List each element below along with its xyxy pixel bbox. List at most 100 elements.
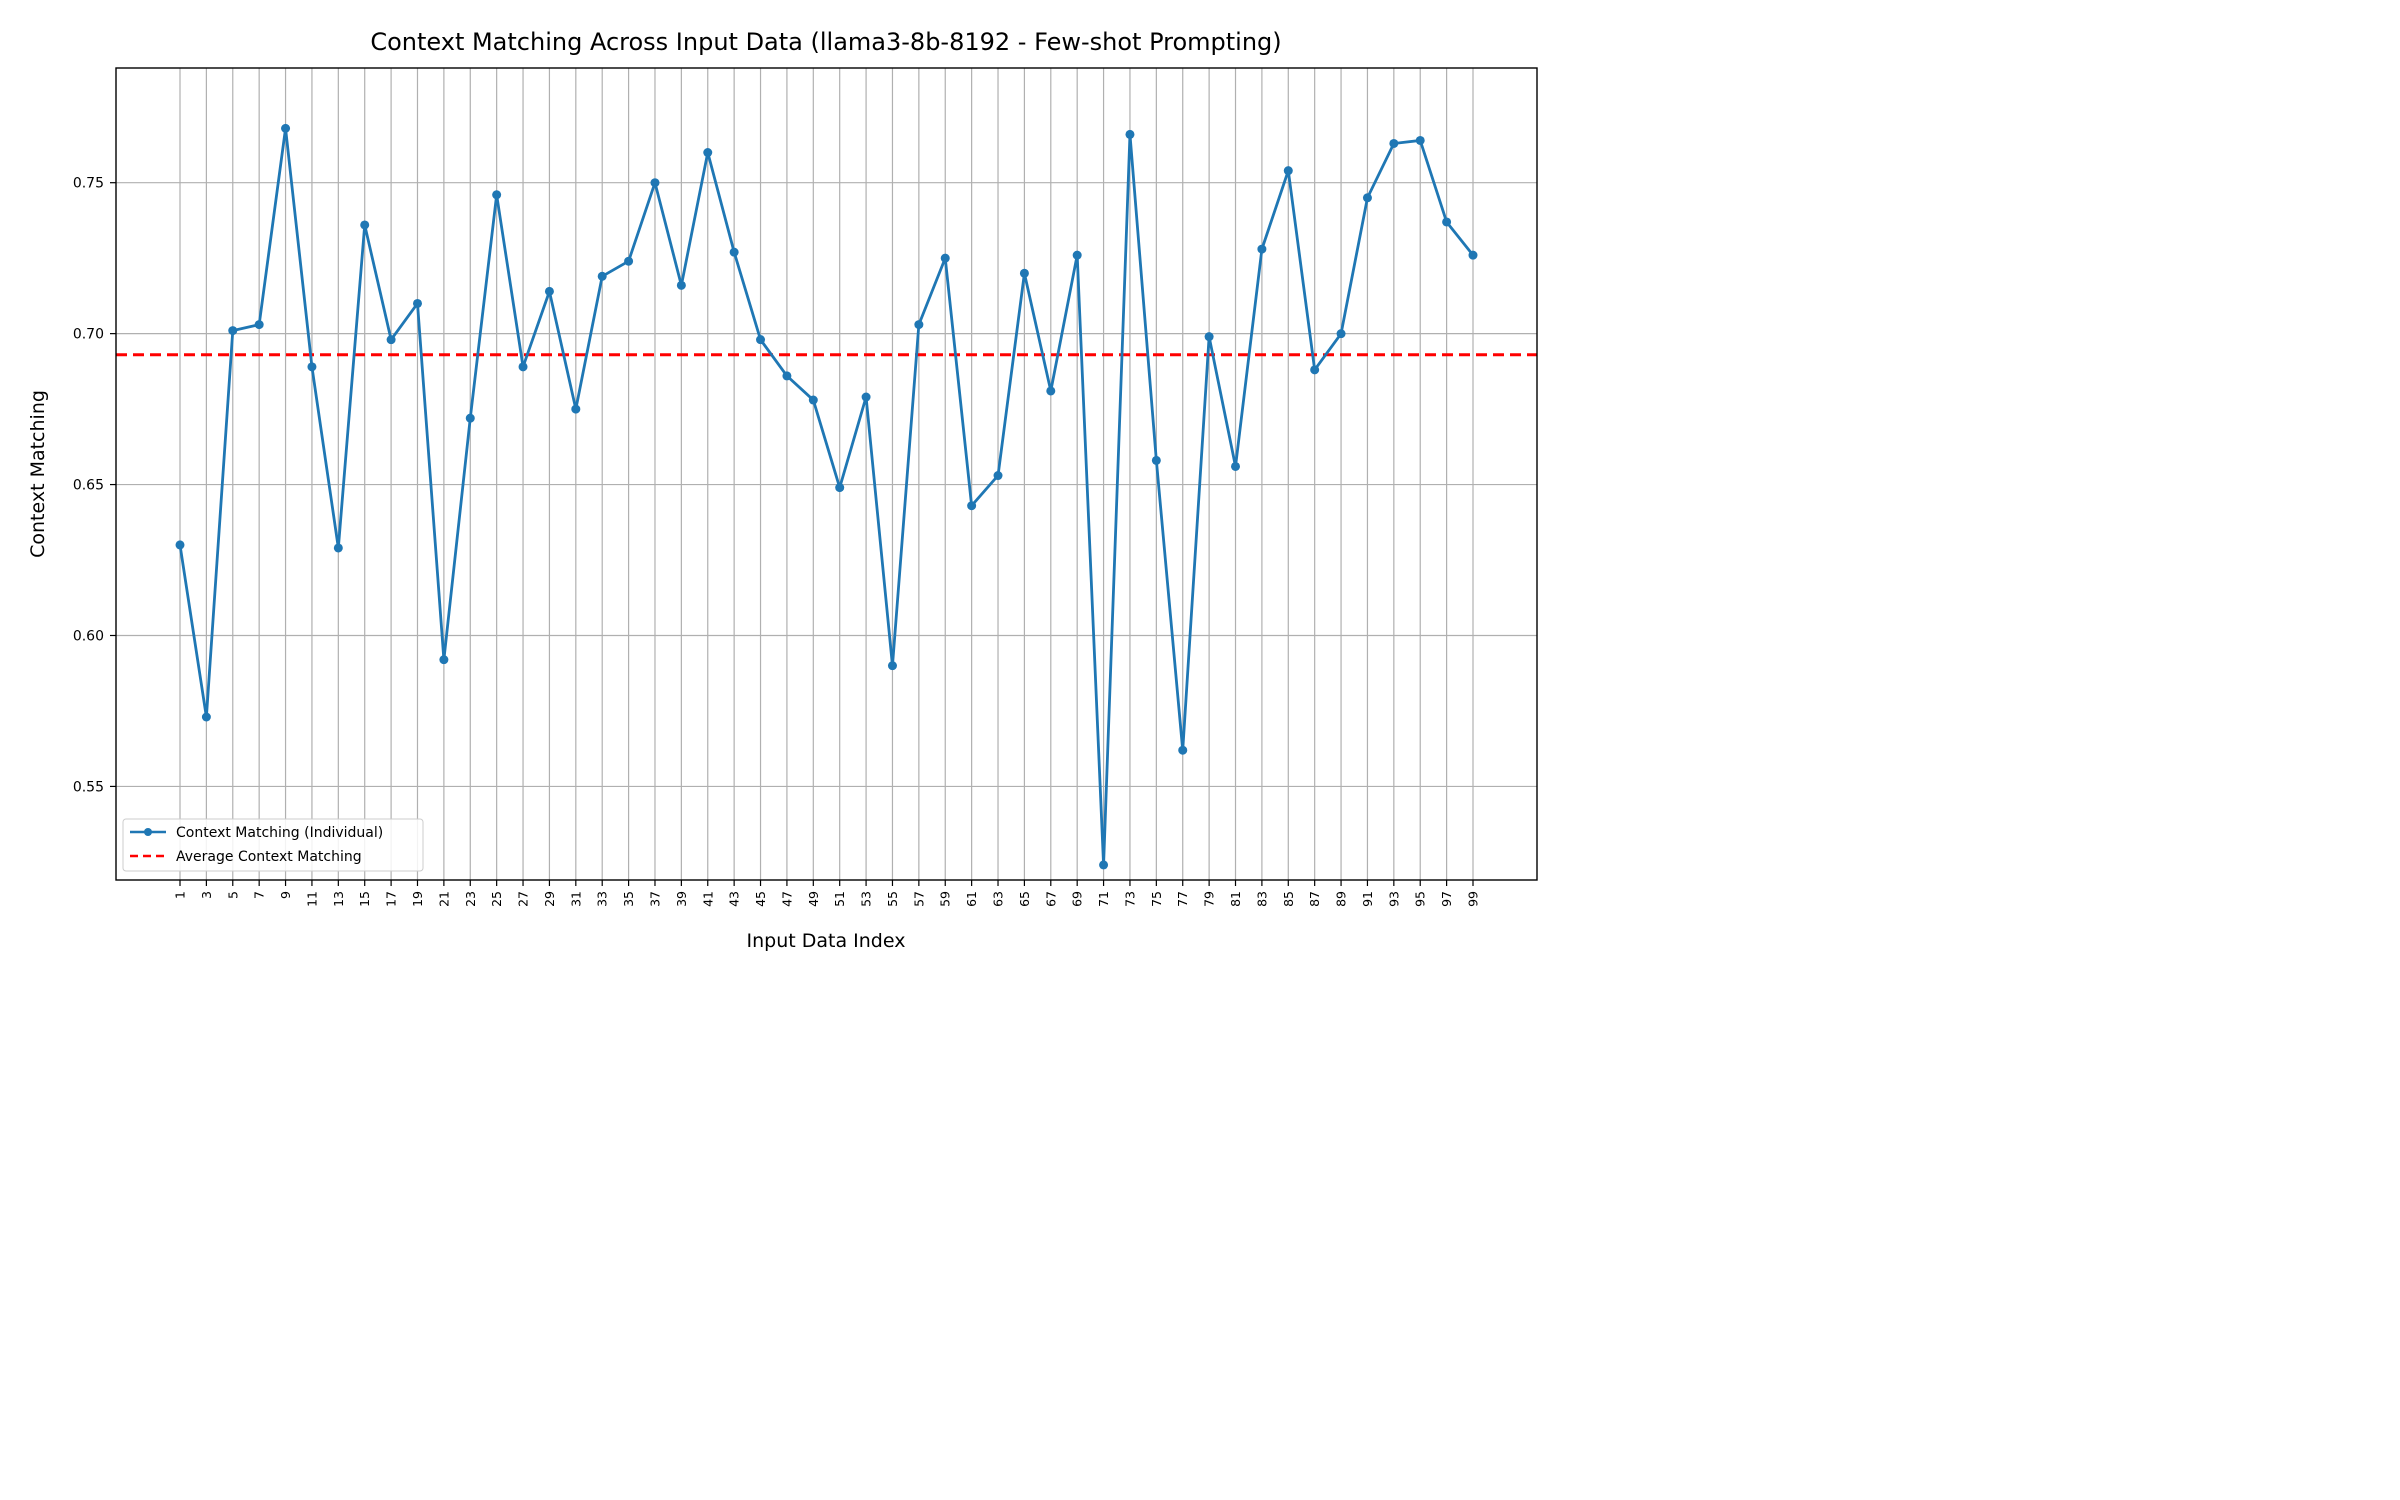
data-point [1442, 217, 1452, 227]
y-tick-label: 0.55 [73, 779, 104, 795]
data-point [1046, 386, 1056, 396]
data-point [1125, 129, 1135, 139]
data-point [1468, 250, 1478, 260]
x-tick-label: 61 [964, 891, 979, 907]
x-tick-label: 85 [1281, 891, 1296, 907]
x-tick-label: 87 [1307, 891, 1322, 907]
data-point [1415, 135, 1425, 145]
data-point [571, 404, 581, 414]
x-tick-label: 1 [173, 891, 188, 899]
x-tick-label: 69 [1070, 891, 1085, 907]
data-point [624, 256, 634, 266]
data-point [782, 371, 792, 381]
data-point [465, 413, 475, 423]
data-point [1310, 365, 1320, 375]
x-tick-label: 39 [674, 891, 689, 907]
plot-frame [115, 67, 1538, 881]
x-tick-label: 43 [727, 891, 742, 907]
chart-title: Context Matching Across Input Data (llam… [370, 28, 1281, 56]
data-point [307, 362, 317, 372]
data-point [518, 362, 528, 372]
x-tick-label: 25 [489, 891, 504, 907]
x-tick-label: 33 [595, 891, 610, 907]
x-tick-label: 29 [542, 891, 557, 907]
x-tick-label: 83 [1254, 891, 1269, 907]
x-tick-label: 15 [357, 891, 372, 907]
x-tick-label: 5 [225, 891, 240, 899]
data-point [386, 335, 396, 345]
x-tick-label: 99 [1466, 891, 1481, 907]
data-point [993, 471, 1003, 481]
x-tick-label: 35 [621, 891, 636, 907]
x-tick-label: 91 [1360, 891, 1375, 907]
y-tick-label: 0.70 [73, 327, 104, 343]
legend-label-individual: Context Matching (Individual) [176, 825, 383, 841]
data-point [729, 247, 739, 257]
data-point [281, 123, 291, 133]
y-axis-label: Context Matching [27, 390, 49, 558]
x-tick-label: 47 [779, 891, 794, 907]
data-point [1151, 455, 1161, 465]
legend-marker-individual [144, 828, 152, 836]
x-tick-label: 53 [859, 891, 874, 907]
data-point [1072, 250, 1082, 260]
x-tick-label: 95 [1413, 891, 1428, 907]
data-point [1019, 268, 1029, 278]
x-tick-label: 21 [436, 891, 451, 907]
x-tick-label: 13 [331, 891, 346, 907]
x-tick-label: 3 [199, 891, 214, 899]
data-point [861, 392, 871, 402]
data-point [254, 320, 264, 330]
data-point [835, 483, 845, 493]
data-point [597, 271, 607, 281]
x-tick-label: 17 [384, 891, 399, 907]
data-point [650, 178, 660, 188]
x-tick-label: 51 [832, 891, 847, 907]
x-tick-label: 77 [1175, 891, 1190, 907]
x-tick-label: 97 [1439, 891, 1454, 907]
legend-box [122, 818, 424, 872]
x-tick-label: 79 [1202, 891, 1217, 907]
x-tick-label: 71 [1096, 891, 1111, 907]
x-tick-label: 49 [806, 891, 821, 907]
x-tick-label: 89 [1334, 891, 1349, 907]
data-point [360, 220, 370, 230]
data-point [756, 335, 766, 345]
x-tick-label: 81 [1228, 891, 1243, 907]
y-tick-label: 0.60 [73, 628, 104, 644]
data-point [412, 298, 422, 308]
x-tick-label: 73 [1122, 891, 1137, 907]
data-point [1283, 166, 1293, 176]
x-tick-label: 59 [938, 891, 953, 907]
data-point [439, 655, 449, 665]
x-axis-label: Input Data Index [747, 930, 906, 952]
x-tick-label: 67 [1043, 891, 1058, 907]
data-point [808, 395, 818, 405]
y-tick-label: 0.65 [73, 478, 104, 494]
series-line-individual [178, 126, 1475, 867]
data-point [492, 190, 502, 200]
data-point [1362, 193, 1372, 203]
legend-label-average: Average Context Matching [176, 849, 362, 865]
x-tick-label: 55 [885, 891, 900, 907]
x-tick-label: 57 [911, 891, 926, 907]
data-point [940, 253, 950, 263]
data-point [1099, 860, 1109, 870]
data-point [1336, 329, 1346, 339]
data-point [1231, 461, 1241, 471]
x-tick-label: 65 [1017, 891, 1032, 907]
data-point [676, 280, 686, 290]
y-tick-label: 0.75 [73, 176, 104, 192]
data-point [1178, 745, 1188, 755]
data-point [914, 320, 924, 330]
x-ticks: 1 3 5 7 9 11 13 15 17 19 21 23 25 27 29 31 33 35 37 39 41 43 4… [173, 880, 1481, 907]
series-group [175, 123, 1478, 870]
x-tick-label: 93 [1386, 891, 1401, 907]
x-tick-label: 7 [252, 891, 267, 899]
x-tick-label: 31 [568, 891, 583, 907]
x-tick-label: 37 [647, 891, 662, 907]
x-tick-label: 75 [1149, 891, 1164, 907]
x-tick-label: 41 [700, 891, 715, 907]
chart: Context Matching Across Input Data (llam… [0, 0, 1556, 966]
data-point [228, 326, 238, 336]
